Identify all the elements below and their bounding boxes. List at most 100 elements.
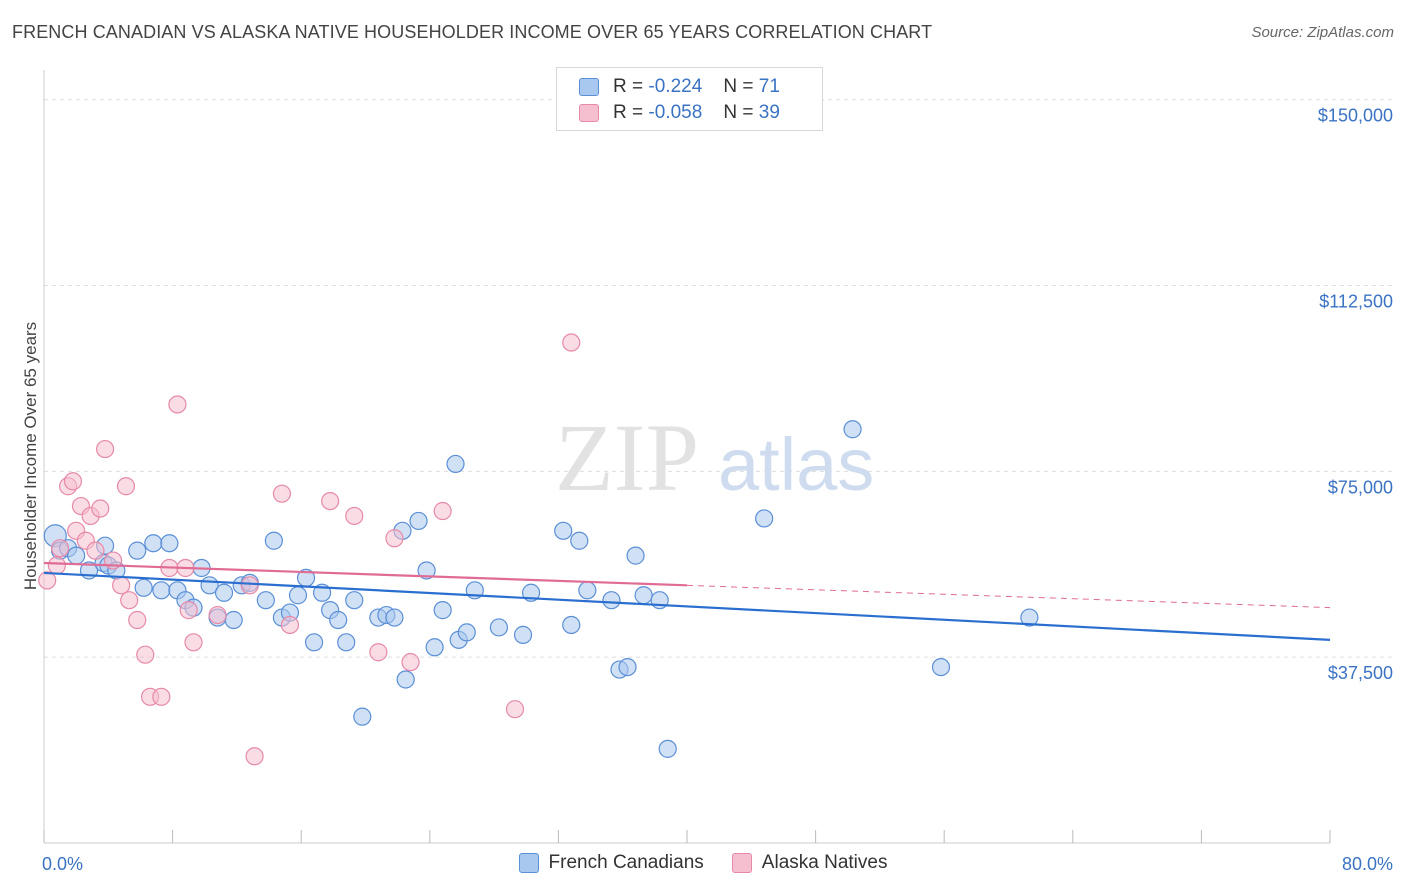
data-point [272,484,292,503]
legend-label: Alaska Natives [761,852,888,873]
stats-legend: R = -0.224 N = 71 R = -0.058 N = 39 [556,67,823,131]
data-point [417,561,436,580]
axes [43,70,1331,844]
data-point [353,707,372,726]
data-point [931,657,951,677]
data-point [562,333,581,352]
data-point [321,491,340,511]
data-point [505,700,525,719]
legend-item-alaska-natives: Alaska Natives [731,852,888,874]
data-point [240,576,259,595]
data-point [184,633,203,652]
trend-line-solid [43,571,1331,641]
source-label: Source: ZipAtlas.com [1251,24,1394,41]
data-point [128,541,147,560]
data-point [112,576,131,595]
data-point [345,506,364,526]
data-point [554,521,573,540]
data-point [256,591,275,610]
data-point [425,638,444,657]
data-point [47,556,66,575]
series-legend: French Canadians Alaska Natives [0,852,1406,874]
legend-n-value: 39 [758,102,780,123]
legend-n-label: N = [723,76,754,97]
data-point [634,586,653,605]
data-point [626,546,645,565]
data-point [280,615,300,635]
legend-r-value: -0.224 [648,76,703,97]
data-point [128,610,147,630]
data-point [401,653,420,672]
data-point [562,615,581,635]
data-point [224,610,243,630]
data-point [63,472,83,491]
data-point [658,739,677,758]
legend-r-label: R = [613,102,644,123]
trend-line-dashed [686,584,1331,609]
trend-lines [43,561,1331,641]
grid-lines [44,99,1395,658]
legend-label: French Canadians [548,852,704,873]
data-point [385,529,404,548]
data-point [144,534,163,553]
data-point [86,541,105,560]
watermark: ZIP atlas [555,404,874,511]
data-point [264,531,283,550]
data-point [570,531,589,550]
legend-row-french-canadians: R = -0.224 N = 71 [579,75,780,99]
pink-swatch-icon [579,104,599,122]
data-point [50,539,70,558]
x-tick-label: 80.0% [1342,854,1393,874]
data-point [513,625,533,644]
y-tick-label: $75,000 [1328,477,1393,497]
data-point [95,439,115,459]
data-point [457,623,476,642]
data-point [245,747,264,766]
data-point [602,591,621,610]
series-alaska-natives [38,333,581,766]
data-point [160,534,179,553]
data-point [91,499,110,518]
data-point [208,605,227,625]
legend-row-alaska-natives: R = -0.058 N = 39 [579,101,780,125]
blue-swatch-icon [518,853,539,873]
data-point [152,687,171,706]
y-tick-labels: $37,500 $75,000 $112,500 $150,000 [1318,106,1393,683]
data-point [578,581,597,600]
data-point [304,633,324,652]
y-tick-label: $112,500 [1319,292,1393,312]
data-point [329,610,348,630]
data-point [120,591,139,610]
y-tick-label: $150,000 [1318,106,1393,126]
data-point [116,477,136,496]
data-point [433,601,452,620]
data-point [67,546,86,565]
data-point [369,643,388,662]
data-point [168,395,187,414]
x-tick-labels: 0.0% 80.0% [42,854,1393,874]
data-point [134,578,153,597]
y-axis-label: Householder Income Over 65 years [21,322,40,590]
legend-n-label: N = [723,102,754,123]
data-point [152,581,171,600]
data-point [345,591,364,610]
blue-swatch-icon [579,78,599,96]
y-tick-label: $37,500 [1328,663,1393,683]
data-point [396,670,415,689]
data-point [1020,608,1039,627]
pink-swatch-icon [731,853,752,873]
chart-title: FRENCH CANADIAN VS ALASKA NATIVE HOUSEHO… [12,22,933,42]
legend-r-label: R = [613,76,644,97]
data-point [38,571,57,590]
data-point [489,618,509,637]
data-point [136,645,155,664]
data-point [337,633,356,652]
data-point [618,657,637,677]
data-point [843,420,862,439]
data-point [446,454,465,474]
data-point [179,601,198,620]
legend-n-value: 71 [758,76,780,97]
legend-r-value: -0.058 [648,102,703,123]
legend-item-french-canadians: French Canadians [518,852,704,874]
